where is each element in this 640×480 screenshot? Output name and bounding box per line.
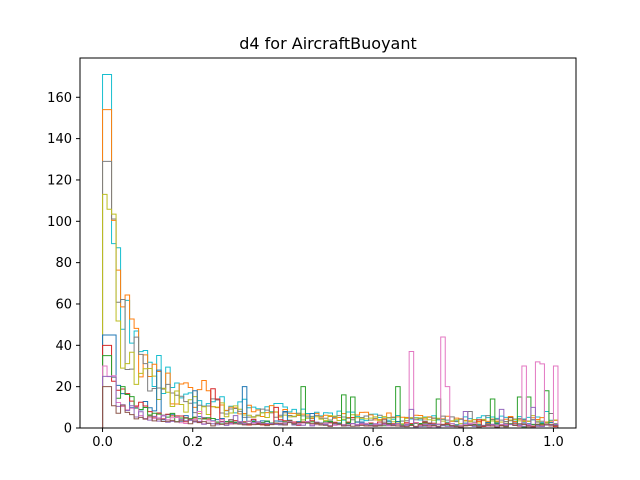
y-tick-label: 40 (55, 339, 72, 354)
x-axis: 0.0 0.2 0.4 0.6 0.8 1.0 (92, 428, 564, 450)
y-tick-label: 140 (47, 132, 72, 147)
histogram-series-3 (102, 193, 559, 428)
x-tick-label: 0.6 (363, 435, 384, 450)
y-axis: 0 20 40 60 80 100 120 140 160 (47, 91, 80, 437)
x-tick-label: 0.0 (92, 435, 113, 450)
chart-title: d4 for AircraftBuoyant (239, 34, 417, 53)
plot-frame (79, 57, 577, 429)
y-tick-label: 0 (64, 422, 72, 437)
histogram-series-0 (102, 74, 559, 428)
x-tick-label: 0.2 (182, 435, 203, 450)
y-tick-label: 100 (47, 215, 72, 230)
series-layer (102, 74, 559, 428)
x-tick-label: 0.4 (273, 435, 294, 450)
histogram-series-1 (102, 109, 559, 428)
y-tick-label: 20 (55, 380, 72, 395)
y-tick-label: 120 (47, 173, 72, 188)
histogram-series-4 (102, 334, 559, 428)
x-tick-label: 1.0 (543, 435, 564, 450)
histogram-series-9 (102, 386, 559, 428)
y-tick-label: 160 (47, 91, 72, 106)
y-tick-label: 80 (55, 256, 72, 271)
x-tick-label: 0.8 (453, 435, 474, 450)
y-tick-label: 60 (55, 297, 72, 312)
